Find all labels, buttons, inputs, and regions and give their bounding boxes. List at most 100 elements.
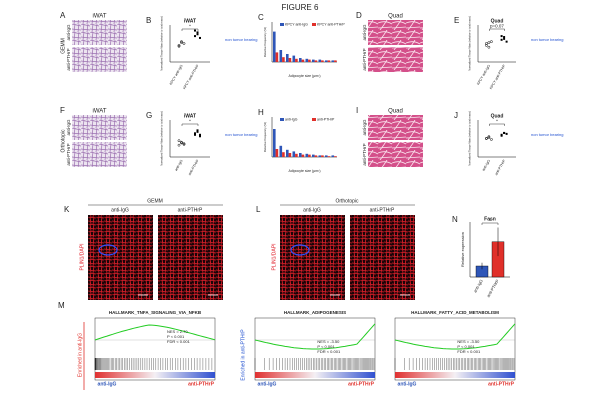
- data-point: [177, 139, 181, 143]
- hit-marks: [94, 358, 213, 370]
- data-point: [199, 135, 201, 138]
- gsea-stat: NES = -3.50: [317, 339, 340, 344]
- column-label: anti-IgG: [111, 207, 129, 213]
- group-label: anti-IgG: [398, 381, 417, 387]
- x-tick-label: anti-IgG: [174, 159, 184, 172]
- panel-title: iWAT: [93, 14, 107, 20]
- bar: [305, 153, 309, 157]
- bar: [325, 155, 328, 157]
- enrichment-label: Enriched in anti-PTHrP: [240, 329, 246, 381]
- gsea-stat: P < 0.001: [317, 344, 335, 349]
- bar: [314, 155, 318, 157]
- row-label: anti-IgG: [66, 119, 71, 136]
- bar: [305, 58, 309, 62]
- data-point: [485, 137, 488, 140]
- bar: [301, 154, 305, 157]
- data-point: [500, 35, 503, 38]
- bar: [331, 155, 335, 157]
- note: non tumor bearing: [225, 132, 257, 137]
- data-point: [182, 143, 186, 146]
- legend-label: anti-IgG: [285, 117, 298, 121]
- x-tick-label: anti-PTHrP: [486, 278, 500, 298]
- gsea-title: HALLMARK_TNFA_SIGNALING_VIA_NFKB: [109, 310, 202, 315]
- bar: [334, 156, 337, 157]
- micrograph: [72, 20, 127, 45]
- bar: [288, 58, 292, 62]
- data-point: [199, 36, 201, 39]
- x-label: Adipocyte size (μm²): [289, 74, 321, 78]
- bar: [273, 129, 276, 157]
- plot-frame: [254, 317, 376, 381]
- enrichment-label: Enriched in anti-IgG: [77, 333, 83, 377]
- group-label: anti-PTHrP: [348, 381, 375, 387]
- panel-letter: A: [60, 11, 66, 20]
- data-point: [505, 132, 508, 135]
- micrograph: [368, 115, 423, 140]
- micrograph: [72, 47, 127, 72]
- row-label: anti-PTHrP: [66, 48, 71, 70]
- bar: [308, 154, 311, 157]
- legend-label: KPCY anti-IgG: [285, 22, 308, 26]
- bar: [308, 59, 311, 62]
- group-label: anti-IgG: [98, 381, 117, 387]
- panel-title: GEMM: [147, 198, 163, 204]
- row-label: anti-PTHrP: [362, 143, 367, 165]
- bar: [327, 156, 331, 157]
- group-label: anti-PTHrP: [488, 381, 515, 387]
- x-label: Adipocyte size (μm²): [289, 169, 321, 173]
- y-label: Normalized Tissue Mass (relative to tota…: [468, 111, 472, 166]
- data-point: [177, 44, 181, 47]
- micrograph: [368, 20, 423, 45]
- data-point: [196, 130, 199, 133]
- bar: [318, 59, 322, 62]
- panel-letter: H: [258, 108, 264, 117]
- bar: [318, 155, 322, 157]
- x-tick-label: anti-PTHrP: [494, 158, 506, 176]
- axis: [169, 25, 210, 63]
- legend-swatch: [280, 118, 284, 121]
- panel-letter: I: [356, 106, 358, 115]
- hit-marks: [254, 358, 375, 370]
- panel-letter: K: [64, 205, 70, 214]
- group-label: anti-IgG: [258, 381, 277, 387]
- model-label: Orthotopic: [60, 129, 66, 153]
- data-point: [485, 44, 488, 47]
- y-label: Relative frequency (%): [263, 27, 267, 57]
- micrograph: [350, 215, 415, 300]
- enrichment-curve: [94, 324, 216, 341]
- panel-title: iWAT: [184, 18, 196, 24]
- gsea-title: HALLMARK_ADIPOGENESIS: [284, 310, 346, 315]
- panel-title: Orthotopic: [335, 198, 359, 204]
- significance-bracket: [181, 28, 199, 31]
- plot-frame: [394, 317, 516, 381]
- rank-gradient: [255, 372, 375, 378]
- data-point: [199, 133, 201, 136]
- panel-letter: J: [454, 111, 458, 120]
- x-tick-label: KPCY anti-IgG: [169, 64, 184, 86]
- bar: [279, 50, 283, 62]
- x-tick-label: KPCY anti-IgG: [476, 64, 491, 86]
- data-point: [503, 36, 506, 39]
- data-point: [180, 41, 183, 44]
- bar: [314, 60, 318, 62]
- data-point: [490, 138, 493, 141]
- bar: [275, 149, 279, 157]
- gsea-stat: P < 0.001: [457, 344, 475, 349]
- gsea-stat: FDR < 0.001: [317, 349, 341, 354]
- bar: [279, 145, 283, 157]
- bar: [286, 54, 289, 62]
- column-label: anti-PTHrP: [178, 207, 203, 213]
- data-point: [194, 29, 196, 32]
- plot-frame: [94, 317, 216, 381]
- data-point: [180, 141, 183, 145]
- significance: *: [189, 24, 191, 29]
- gsea-title: HALLMARK_FATTY_ACID_METABOLISM: [411, 310, 499, 315]
- row-label: anti-IgG: [362, 24, 367, 41]
- bar: [275, 52, 279, 62]
- row-label: anti-IgG: [66, 24, 71, 41]
- x-tick-label: anti-IgG: [472, 279, 483, 294]
- legend-label: anti-PTHrP: [317, 117, 335, 121]
- bar: [327, 60, 331, 62]
- bar: [295, 153, 298, 157]
